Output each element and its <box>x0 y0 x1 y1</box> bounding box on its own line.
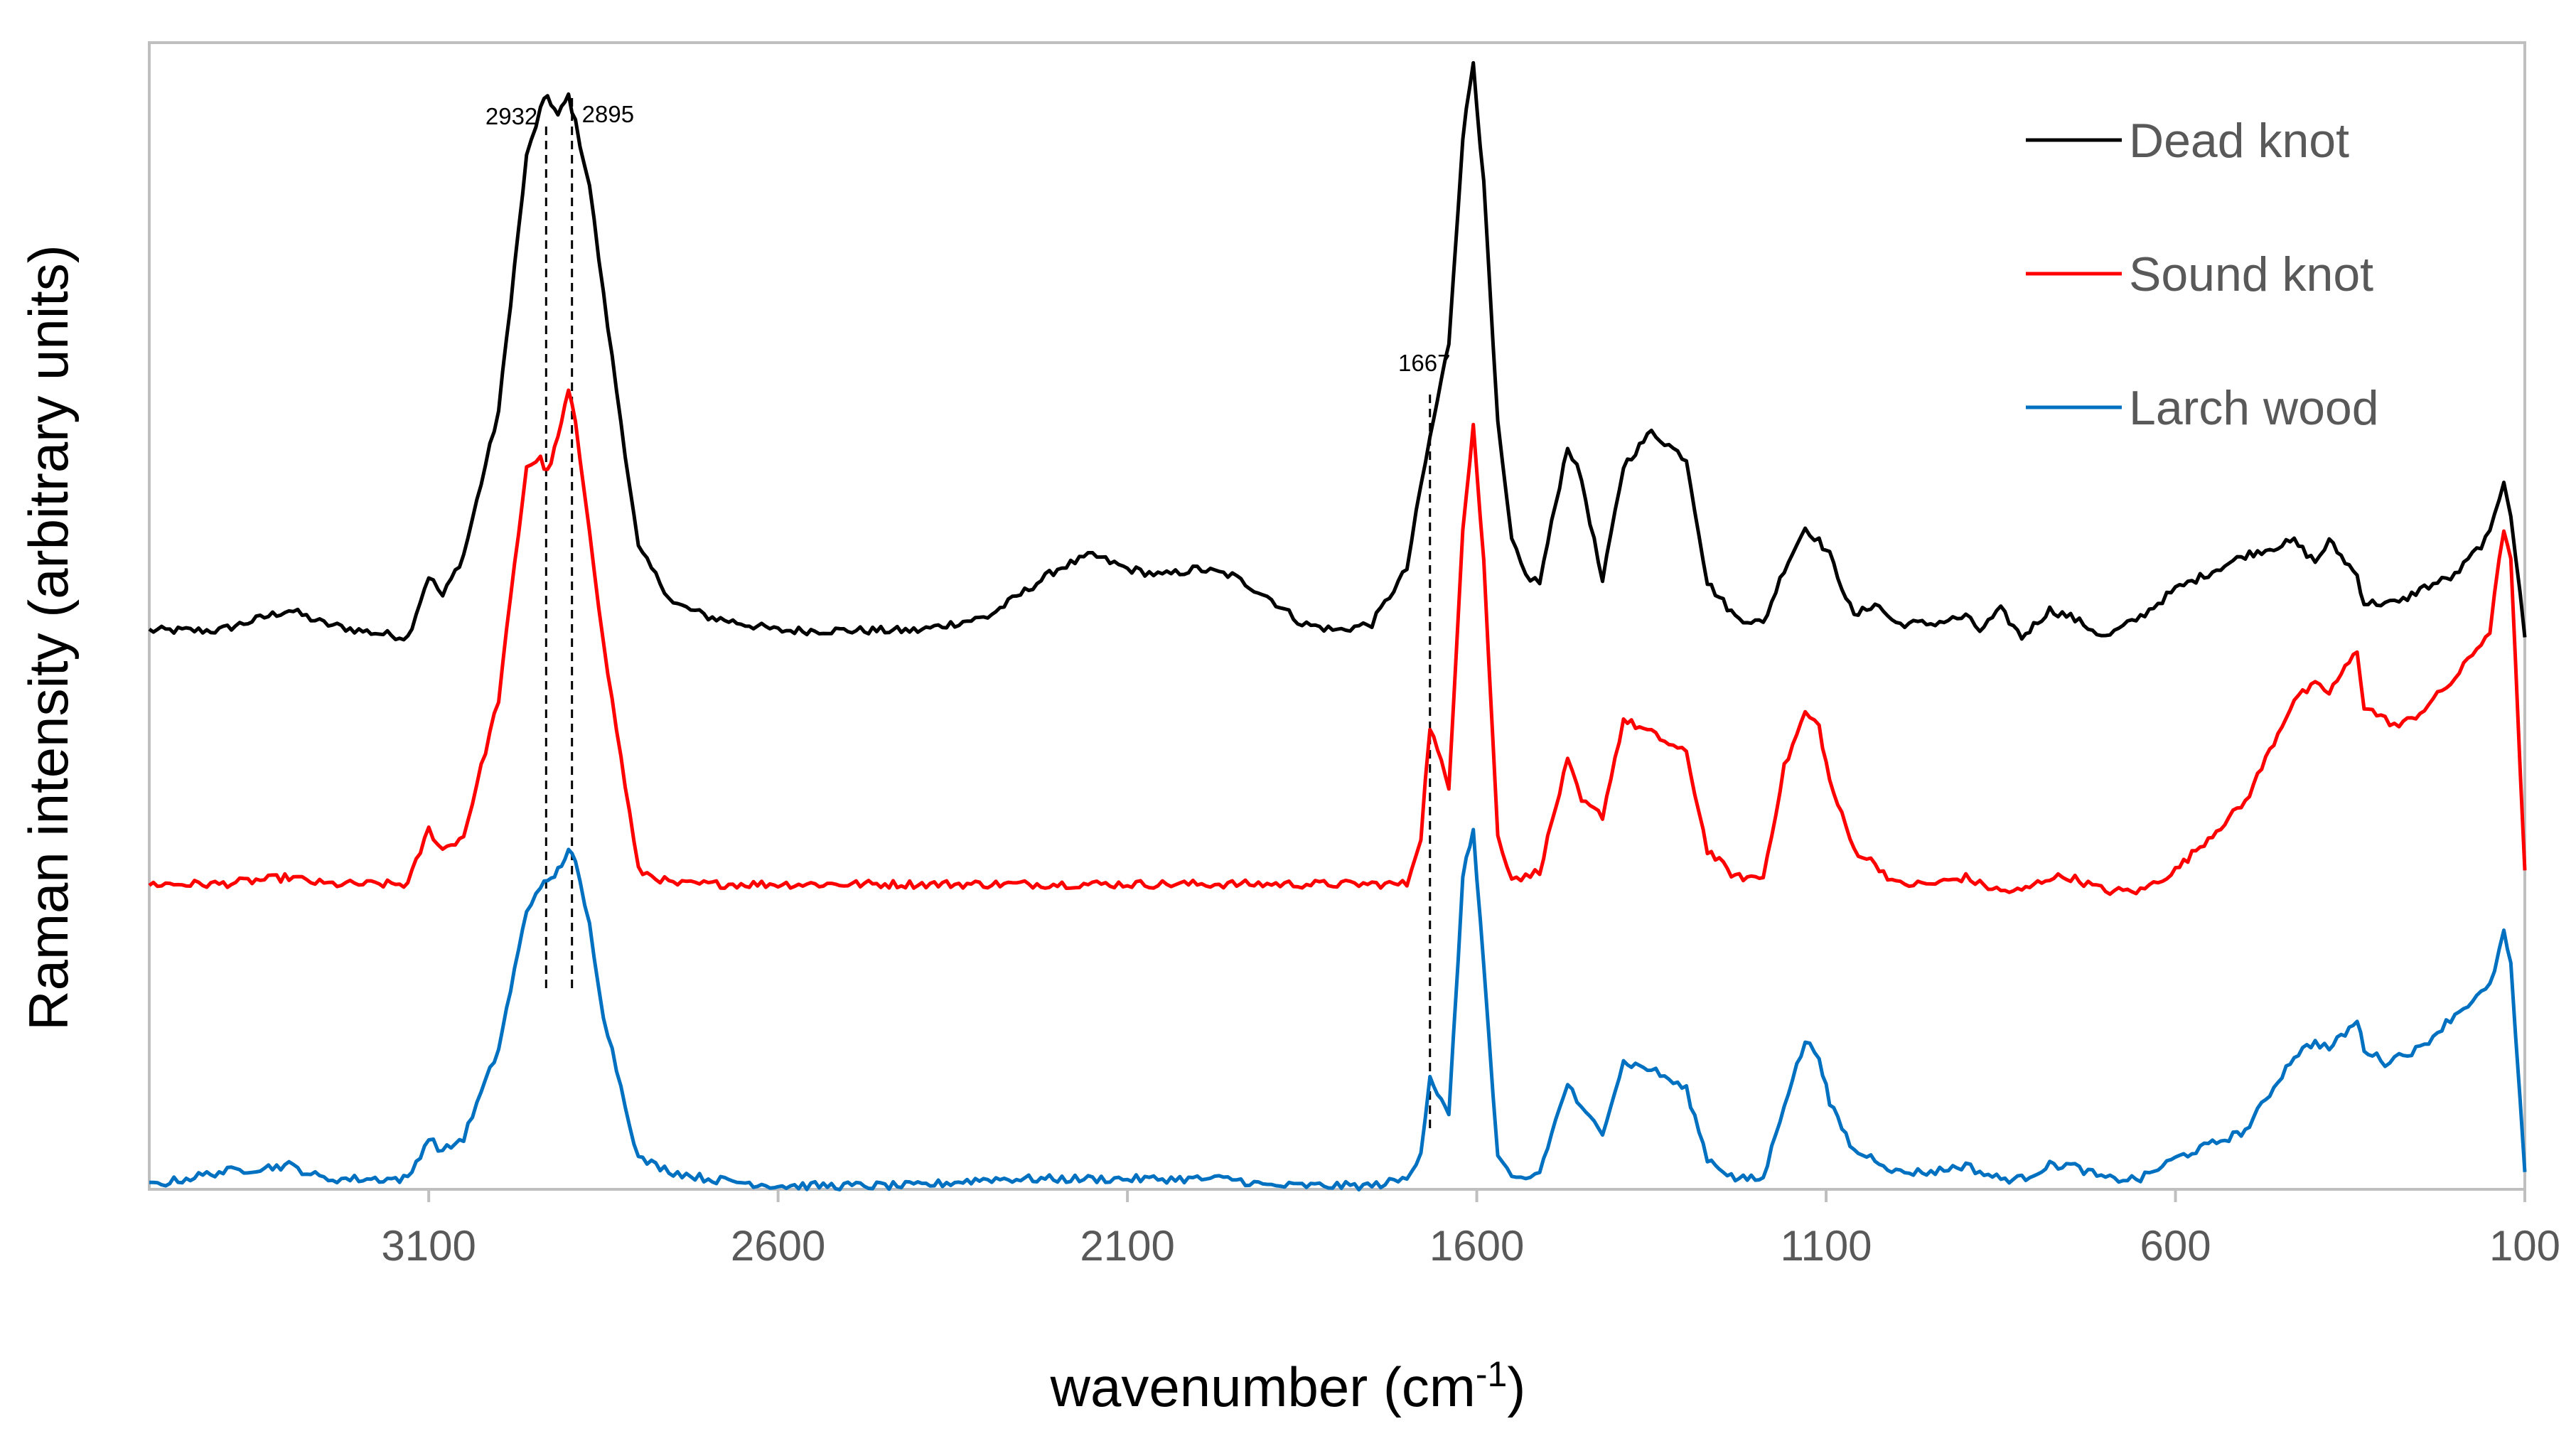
legend: Dead knot Sound knot Larch wood <box>2026 114 2379 435</box>
legend-label-larch-wood: Larch wood <box>2129 381 2379 435</box>
legend-label-sound-knot: Sound knot <box>2129 247 2373 301</box>
x-tick-label: 100 <box>2489 1222 2560 1270</box>
x-tick-label: 600 <box>2140 1222 2211 1270</box>
x-tick-label: 1100 <box>1781 1222 1872 1270</box>
x-axis-title-superscript: -1 <box>1476 1354 1507 1394</box>
x-axis-title: wavenumber (cm-1) <box>1050 1354 1526 1418</box>
larch-wood-line <box>149 827 2527 1191</box>
peak-annotation-labels: 2932 2895 1667 <box>485 101 1451 376</box>
x-tick-label: 2600 <box>731 1222 825 1270</box>
annotation-label-2895: 2895 <box>582 101 634 127</box>
dead-knot-line <box>148 60 2527 642</box>
y-axis-title: Raman intensity (arbitrary units) <box>17 245 80 1030</box>
x-axis-title-suffix: ) <box>1507 1356 1525 1418</box>
x-tick-label: 1600 <box>1429 1222 1524 1270</box>
series-lines <box>148 60 2527 1191</box>
annotation-label-2932: 2932 <box>485 103 537 129</box>
sound-knot-line <box>148 388 2527 896</box>
x-tick-label: 2100 <box>1080 1222 1174 1270</box>
x-axis-title-main: wavenumber (cm <box>1050 1356 1476 1418</box>
x-axis-ticks: 3100 2600 2100 1600 1100 600 100 <box>381 1189 2560 1270</box>
x-tick-label: 3100 <box>381 1222 476 1270</box>
peak-annotation-lines <box>544 98 1432 1130</box>
legend-label-dead-knot: Dead knot <box>2129 114 2349 168</box>
annotation-label-1667: 1667 <box>1398 350 1450 376</box>
